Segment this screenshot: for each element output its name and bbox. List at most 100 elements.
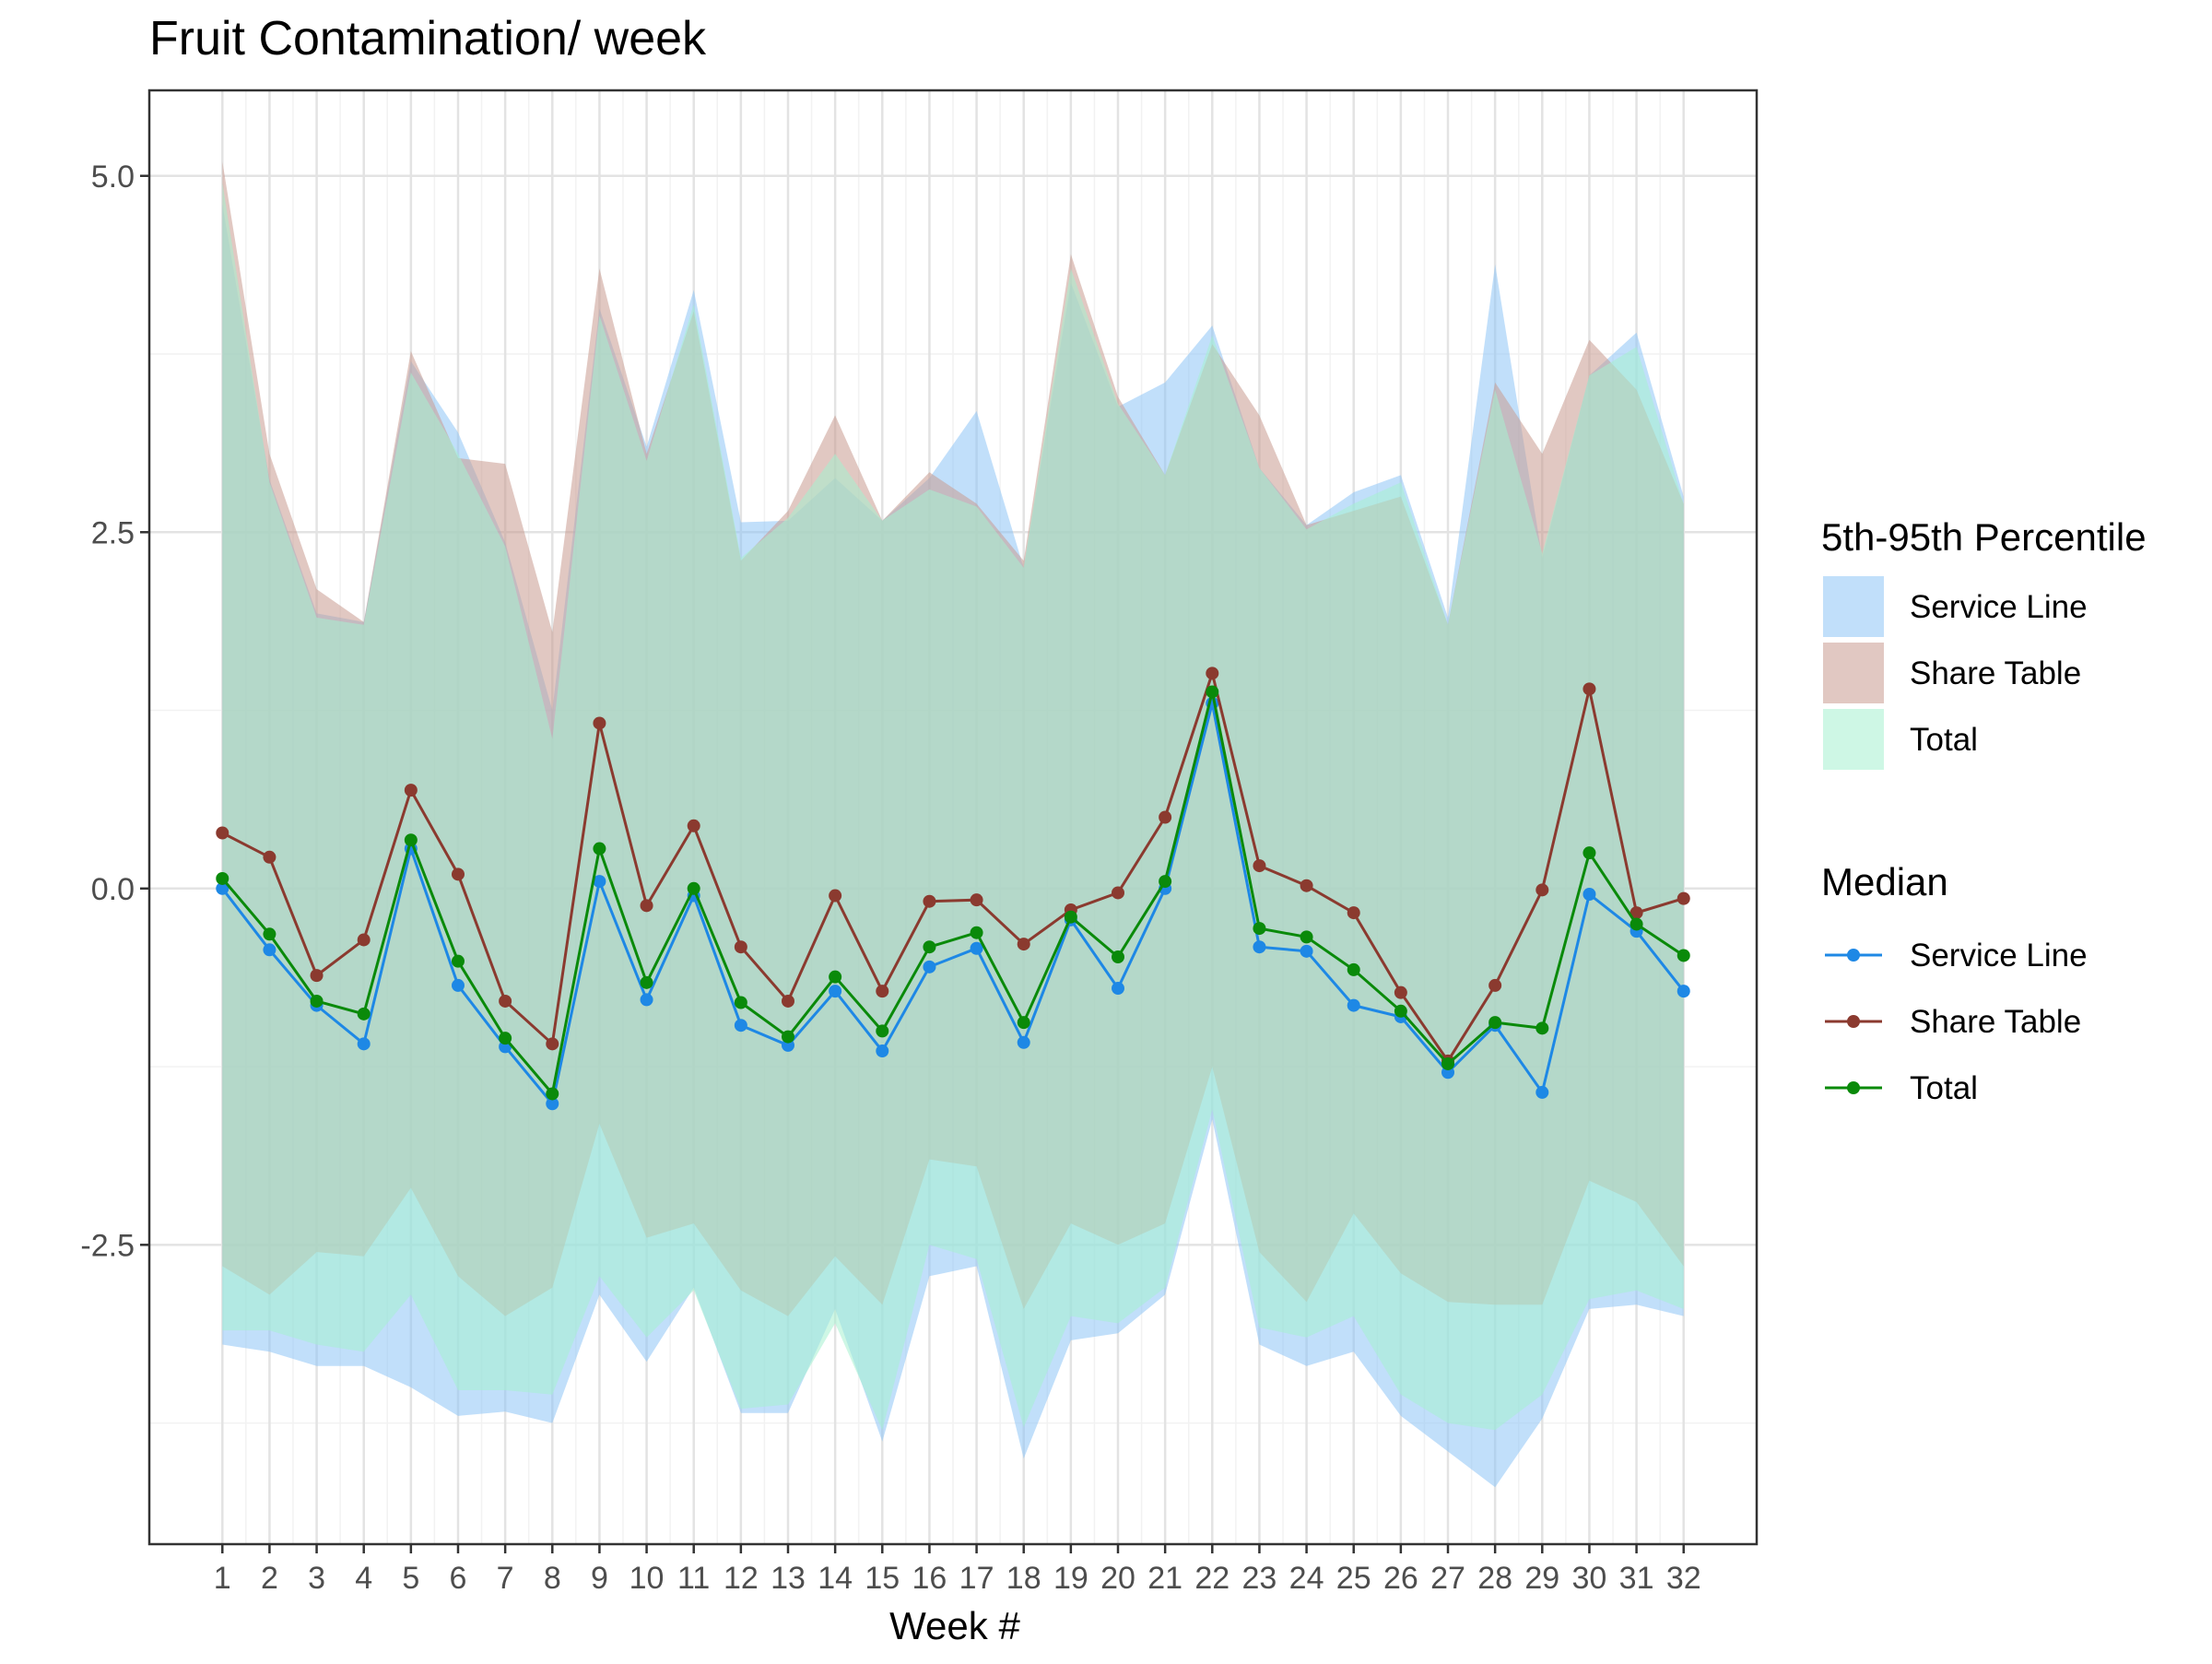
median-point-total xyxy=(404,833,418,847)
median-point-total xyxy=(923,940,936,954)
median-point-service-line xyxy=(1253,940,1266,954)
median-line-service-line xyxy=(221,702,1685,1107)
legend-label-median-share-table: Share Table xyxy=(1910,1004,2081,1040)
median-point-total xyxy=(1206,685,1219,699)
median-point-total xyxy=(357,1007,371,1021)
median-point-total xyxy=(1535,1021,1549,1035)
median-point-share-table xyxy=(1583,682,1596,696)
x-tick-label: 22 xyxy=(1194,1561,1230,1596)
median-point-total xyxy=(310,994,324,1008)
median-point-share-table xyxy=(216,826,229,840)
median-point-service-line xyxy=(640,993,653,1007)
median-line-share-table xyxy=(221,667,1685,1064)
y-tick-label: 0.0 xyxy=(91,872,135,907)
median-point-service-line xyxy=(1583,887,1596,901)
median-point-total xyxy=(546,1087,559,1101)
median-point-share-table xyxy=(357,933,371,947)
median-point-total xyxy=(451,954,465,968)
median-point-service-line xyxy=(1300,944,1313,958)
median-point-total xyxy=(640,975,653,989)
x-tick-label: 28 xyxy=(1477,1561,1512,1596)
legend-key-point-total xyxy=(1847,1081,1860,1094)
x-tick-label: 20 xyxy=(1100,1561,1135,1596)
median-point-service-line xyxy=(357,1037,371,1051)
legend-item-median-total: Total xyxy=(1825,1070,1978,1106)
median-point-share-table xyxy=(546,1037,559,1051)
x-tick-label: 8 xyxy=(544,1561,561,1596)
median-point-share-table xyxy=(1677,891,1690,905)
median-point-share-table xyxy=(781,994,794,1008)
x-tick-label: 15 xyxy=(865,1561,900,1596)
x-tick-label: 19 xyxy=(1053,1561,1088,1596)
median-point-total xyxy=(1300,930,1313,944)
median-point-total xyxy=(1347,962,1360,976)
median-point-share-table xyxy=(263,850,276,864)
x-tick-label: 18 xyxy=(1006,1561,1041,1596)
chart-title: Fruit Contamination/ week xyxy=(149,12,707,65)
x-tick-label: 10 xyxy=(629,1561,665,1596)
median-point-service-line xyxy=(970,941,983,955)
median-point-total xyxy=(1253,922,1266,936)
median-point-share-table xyxy=(1488,978,1502,992)
median-point-total xyxy=(1159,875,1172,889)
legend-label-ribbon-service-line: Service Line xyxy=(1910,589,2088,625)
legend-item-ribbon-service-line: Service Line xyxy=(1823,576,2088,637)
legend-label-median-service-line: Service Line xyxy=(1910,938,2088,974)
legend-title-ribbon: 5th-95th Percentile xyxy=(1821,515,2147,559)
median-point-share-table xyxy=(687,819,700,832)
x-tick-label: 4 xyxy=(355,1561,372,1596)
median-point-total xyxy=(876,1024,889,1038)
median-point-total xyxy=(1441,1056,1455,1070)
x-tick-label: 27 xyxy=(1430,1561,1465,1596)
x-tick-label: 29 xyxy=(1524,1561,1559,1596)
median-point-share-table xyxy=(970,893,983,907)
x-tick-label: 9 xyxy=(591,1561,608,1596)
x-tick-label: 31 xyxy=(1619,1561,1654,1596)
median-point-share-table xyxy=(1253,859,1266,873)
median-point-share-table xyxy=(1206,667,1219,680)
median-point-total xyxy=(734,996,747,1009)
median-point-total xyxy=(781,1030,794,1044)
x-tick-label: 1 xyxy=(214,1561,231,1596)
median-point-service-line xyxy=(593,875,606,889)
legend-item-ribbon-total: Total xyxy=(1823,709,1978,770)
median-point-share-table xyxy=(829,889,842,903)
x-tick-label: 2 xyxy=(261,1561,278,1596)
x-tick-label: 7 xyxy=(497,1561,514,1596)
median-point-service-line xyxy=(876,1044,889,1058)
median-point-service-line xyxy=(1017,1035,1030,1049)
median-point-share-table xyxy=(1630,906,1643,920)
legend-key-point-share-table xyxy=(1847,1015,1860,1028)
y-tick-label: -2.5 xyxy=(80,1228,135,1263)
x-tick-label: 12 xyxy=(724,1561,759,1596)
ribbon-total xyxy=(222,183,1684,1431)
x-tick-label: 21 xyxy=(1147,1561,1182,1596)
median-point-total xyxy=(499,1032,512,1045)
median-point-service-line xyxy=(451,978,465,992)
median-point-service-line xyxy=(546,1097,559,1111)
median-point-service-line xyxy=(263,943,276,957)
x-tick-label: 6 xyxy=(450,1561,467,1596)
legend-label-ribbon-share-table: Share Table xyxy=(1910,655,2081,691)
median-point-total xyxy=(970,926,983,939)
x-tick-label: 26 xyxy=(1383,1561,1418,1596)
x-tick-label: 23 xyxy=(1242,1561,1277,1596)
median-point-share-table xyxy=(593,716,606,730)
median-point-total xyxy=(1394,1004,1407,1018)
plot-border xyxy=(147,89,1759,1546)
x-tick-label: 30 xyxy=(1572,1561,1607,1596)
median-point-share-table xyxy=(1347,906,1360,920)
x-tick-label: 13 xyxy=(771,1561,806,1596)
median-point-share-table xyxy=(310,969,324,983)
x-tick-label: 5 xyxy=(402,1561,419,1596)
legend-key-point-service-line xyxy=(1847,949,1860,962)
x-tick-label: 17 xyxy=(959,1561,994,1596)
x-axis-label: Week # xyxy=(889,1604,1020,1647)
legend-label-ribbon-total: Total xyxy=(1910,722,1978,758)
median-point-total xyxy=(1583,846,1596,860)
median-point-total xyxy=(216,871,229,885)
median-point-service-line xyxy=(734,1019,747,1033)
legend-key-ribbon-total xyxy=(1823,709,1884,770)
legend-key-ribbon-share-table xyxy=(1823,643,1884,703)
